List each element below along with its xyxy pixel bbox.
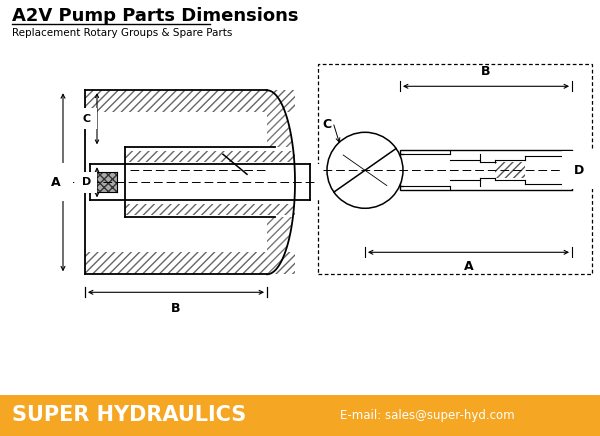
Text: B: B [481, 65, 491, 78]
Bar [125, 204, 295, 215]
Circle shape [327, 132, 403, 208]
Text: A2V Pump Parts Dimensions: A2V Pump Parts Dimensions [12, 7, 299, 25]
Bar [85, 172, 117, 192]
Bar [125, 151, 295, 162]
Text: C: C [83, 114, 91, 124]
Text: A: A [51, 176, 61, 189]
Bar [85, 252, 295, 274]
Bar [85, 90, 295, 274]
Polygon shape [267, 90, 295, 274]
Text: A: A [464, 260, 473, 273]
Bar [85, 90, 295, 112]
Text: E-mail: sales@super-hyd.com: E-mail: sales@super-hyd.com [340, 409, 515, 422]
Bar [85, 164, 325, 200]
Bar [495, 162, 525, 178]
Bar [400, 150, 572, 190]
Text: SUPER HYDRAULICS: SUPER HYDRAULICS [12, 405, 246, 425]
Text: Replacement Rotary Groups & Spare Parts: Replacement Rotary Groups & Spare Parts [12, 28, 232, 38]
Text: D: D [82, 177, 92, 187]
Polygon shape [267, 90, 295, 274]
Bar [85, 147, 305, 217]
Bar [318, 64, 592, 274]
Bar [85, 90, 295, 112]
Text: C: C [322, 118, 331, 131]
Text: D: D [574, 164, 584, 177]
Bar [85, 252, 295, 274]
Text: B: B [171, 302, 181, 315]
